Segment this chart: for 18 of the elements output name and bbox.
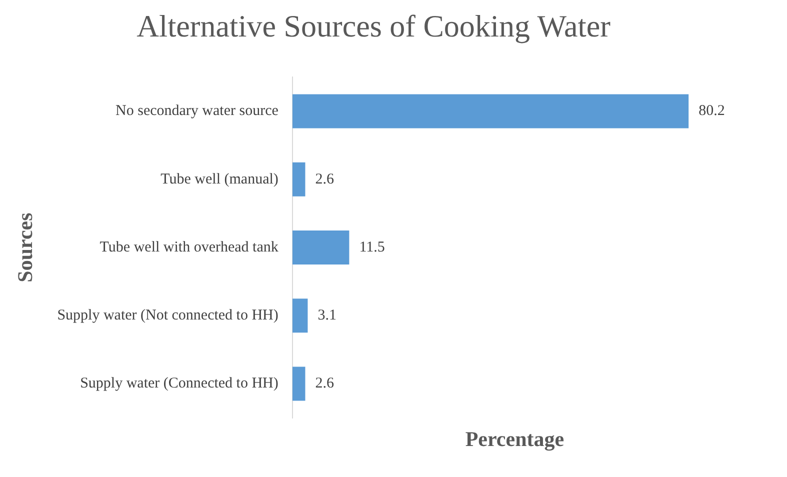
bar [292,162,306,196]
bar [292,230,350,265]
chart-title: Alternative Sources of Cooking Water [136,8,612,44]
y-tick-label: Tube well (manual) [160,171,278,188]
x-axis-title: Percentage [465,426,564,451]
y-tick-label: Supply water (Connected to HH) [80,376,278,392]
data-label: 2.6 [315,376,334,392]
data-label: 11.5 [359,239,385,256]
data-label: 2.6 [315,171,334,188]
y-tick-label: Supply water (Not connected to HH) [57,308,278,324]
y-tick-label: No secondary water source [116,103,279,120]
bar [292,94,689,128]
bar [292,366,306,401]
data-label: 3.1 [318,308,336,324]
y-tick-label: Tube well with overhead tank [100,239,279,256]
bar [292,298,308,333]
y-axis-title: Sources [13,212,38,282]
data-label: 80.2 [698,103,725,120]
